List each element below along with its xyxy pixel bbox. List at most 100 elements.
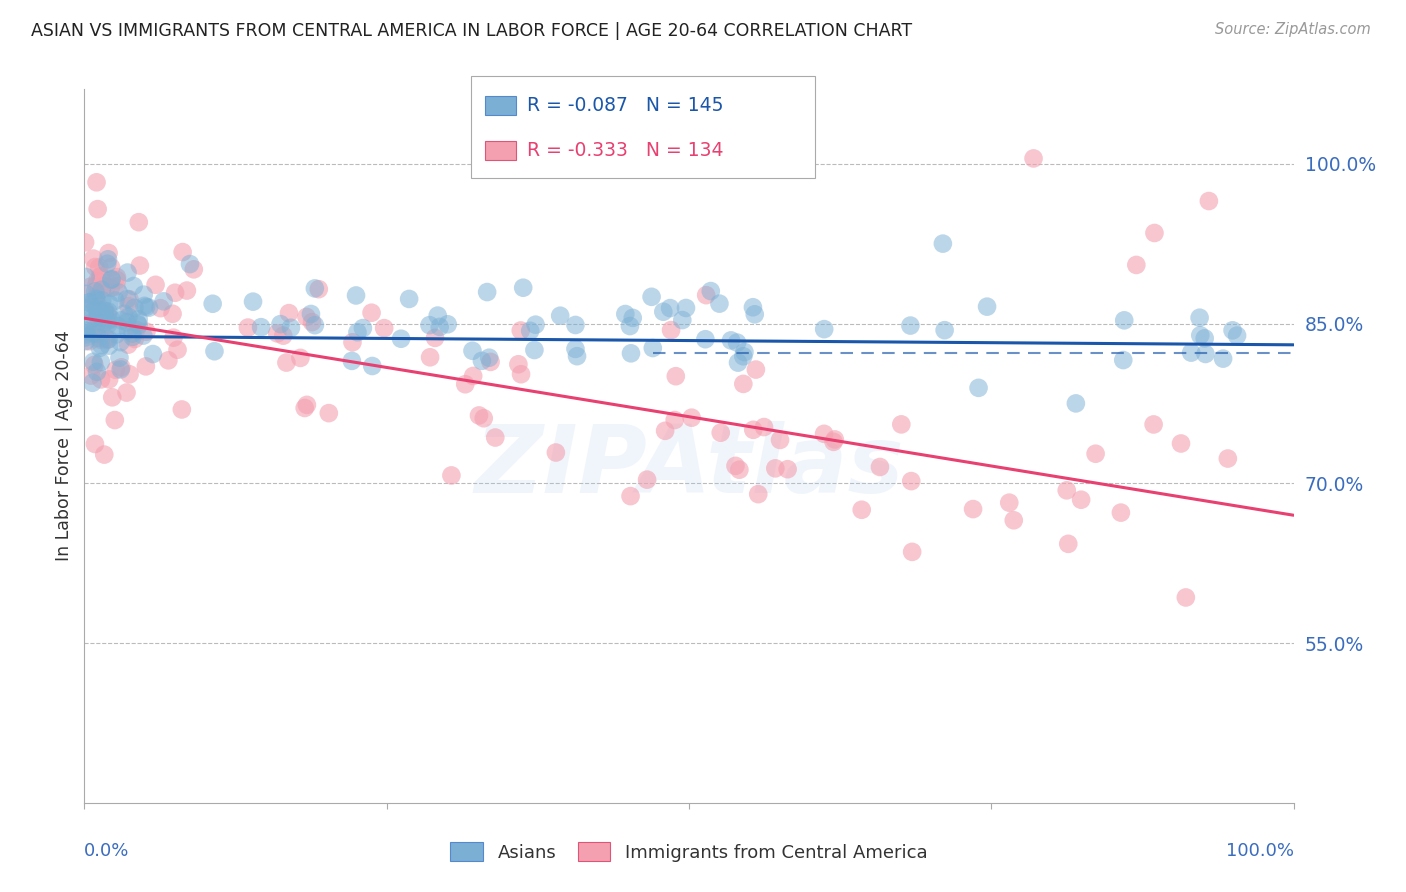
Point xyxy=(86,175,108,189)
Point xyxy=(1114,313,1136,327)
Point xyxy=(1180,345,1202,359)
Point xyxy=(91,293,114,308)
Point xyxy=(346,325,368,339)
Point xyxy=(681,410,703,425)
Point xyxy=(709,296,731,310)
Point xyxy=(664,413,686,427)
Point xyxy=(134,299,156,313)
Point xyxy=(294,401,316,415)
Point xyxy=(82,376,104,390)
Point xyxy=(675,301,697,315)
Point xyxy=(104,363,127,377)
Point xyxy=(117,337,139,351)
Point xyxy=(472,411,495,425)
Point xyxy=(440,468,463,483)
Point xyxy=(204,344,226,359)
Point xyxy=(304,318,326,333)
Point xyxy=(1189,328,1212,343)
Point xyxy=(318,406,340,420)
Point xyxy=(890,417,912,432)
Point xyxy=(1125,258,1147,272)
Point xyxy=(728,463,751,477)
Point xyxy=(100,273,122,287)
Point xyxy=(509,324,531,338)
Point xyxy=(652,304,675,318)
Point xyxy=(967,381,990,395)
Point xyxy=(295,398,318,412)
Point xyxy=(733,349,755,363)
Point xyxy=(1022,152,1045,166)
Point xyxy=(84,437,107,451)
Point xyxy=(998,496,1021,510)
Point xyxy=(659,301,682,315)
Point xyxy=(87,260,110,275)
Point xyxy=(271,328,294,343)
Point xyxy=(86,365,108,379)
Point xyxy=(236,320,259,334)
Point xyxy=(90,269,112,284)
Point xyxy=(115,385,138,400)
Point xyxy=(508,357,530,371)
Point xyxy=(91,307,114,321)
Point xyxy=(86,323,108,337)
Point xyxy=(436,318,458,332)
Point xyxy=(110,360,132,375)
Point xyxy=(468,409,491,423)
Point xyxy=(112,307,135,321)
Point xyxy=(93,317,115,331)
Point xyxy=(201,297,224,311)
Point xyxy=(104,293,127,308)
Point xyxy=(105,273,128,287)
Point xyxy=(564,342,586,356)
Point xyxy=(82,294,104,309)
Point xyxy=(132,328,155,343)
Point xyxy=(301,315,323,329)
Point xyxy=(89,331,111,345)
Point xyxy=(478,351,501,365)
Point xyxy=(308,282,330,296)
Point xyxy=(152,294,174,309)
Point xyxy=(115,315,138,329)
Point xyxy=(744,307,766,321)
Point xyxy=(389,332,412,346)
Point xyxy=(1109,506,1132,520)
Point xyxy=(84,322,107,336)
Point xyxy=(89,341,111,355)
Point xyxy=(475,285,498,299)
Point xyxy=(108,351,131,365)
Point xyxy=(776,462,799,476)
Point xyxy=(671,313,693,327)
Point xyxy=(100,311,122,326)
Point xyxy=(97,304,120,318)
Point xyxy=(79,280,101,294)
Point xyxy=(720,334,742,348)
Point xyxy=(135,359,157,374)
Point xyxy=(135,300,157,314)
Point xyxy=(1070,492,1092,507)
Point xyxy=(91,278,114,293)
Point xyxy=(1170,436,1192,450)
Point xyxy=(107,319,129,334)
Point xyxy=(94,331,117,345)
Point xyxy=(107,285,129,300)
Point xyxy=(1002,513,1025,527)
Point xyxy=(340,354,363,368)
Point xyxy=(100,272,122,286)
Point xyxy=(89,317,111,331)
Point xyxy=(75,270,97,285)
Point xyxy=(87,300,110,314)
Point xyxy=(97,313,120,327)
Point xyxy=(82,303,104,318)
Point xyxy=(1142,417,1164,432)
Point xyxy=(75,235,97,250)
Point xyxy=(851,502,873,516)
Point xyxy=(90,283,112,297)
Point xyxy=(900,474,922,488)
Point xyxy=(128,312,150,326)
Point xyxy=(1194,331,1216,345)
Point xyxy=(98,372,121,386)
Point xyxy=(742,423,765,437)
Point xyxy=(86,326,108,341)
Point xyxy=(461,343,484,358)
Point xyxy=(86,293,108,307)
